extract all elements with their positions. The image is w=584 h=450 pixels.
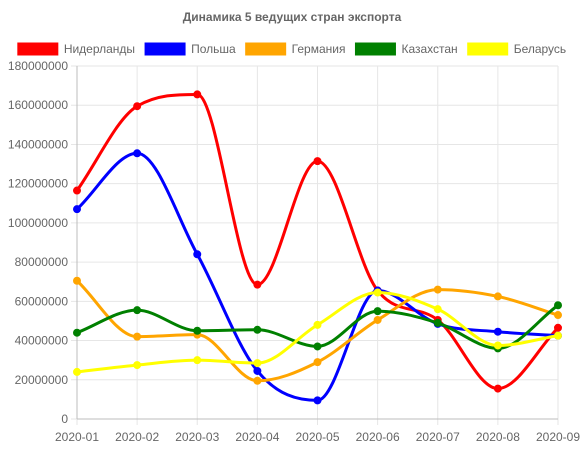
data-point[interactable] (433, 285, 442, 294)
x-tick-label: 2020-02 (115, 430, 159, 444)
data-point[interactable] (73, 328, 81, 337)
data-point[interactable] (493, 327, 502, 336)
data-point[interactable] (133, 306, 142, 315)
data-point[interactable] (253, 325, 262, 334)
data-point[interactable] (554, 311, 562, 320)
data-point[interactable] (253, 359, 262, 368)
y-axis: 0 20000000 40000000 60000000 80000000 1000000… (8, 59, 68, 426)
legend: Нидерланды Польша Германия Казахстан Беларус… (17, 42, 566, 56)
data-point[interactable] (73, 205, 81, 214)
legend-item[interactable]: Польша (144, 42, 236, 56)
x-tick-label: 2020-06 (356, 430, 400, 444)
data-point[interactable] (433, 318, 442, 327)
data-point[interactable] (253, 376, 262, 385)
data-point[interactable] (373, 315, 382, 324)
data-point[interactable] (493, 341, 502, 350)
y-tick-label: 0 (61, 412, 68, 426)
legend-swatch (245, 42, 287, 56)
data-point[interactable] (433, 305, 442, 314)
y-tick-label: 120000000 (8, 177, 68, 191)
x-tick-label: 2020-09 (536, 430, 580, 444)
series-line (75, 151, 559, 402)
x-tick-label: 2020-01 (55, 430, 99, 444)
data-point[interactable] (493, 384, 502, 393)
legend-item[interactable]: Нидерланды (17, 42, 135, 56)
data-point[interactable] (133, 332, 142, 341)
data-point[interactable] (253, 280, 262, 289)
data-point[interactable] (313, 157, 322, 166)
data-point[interactable] (193, 326, 202, 335)
legend-swatch (17, 42, 59, 56)
legend-label: Германия (292, 42, 346, 56)
data-point[interactable] (554, 323, 562, 332)
chart-title: Динамика 5 ведущих стран экспорта (183, 10, 402, 24)
legend-swatch (144, 42, 186, 56)
y-tick-label: 140000000 (8, 137, 68, 151)
legend-item[interactable]: Германия (245, 42, 346, 56)
y-tick-label: 60000000 (15, 294, 69, 308)
x-tick-label: 2020-04 (235, 430, 279, 444)
data-point[interactable] (133, 361, 142, 370)
data-point[interactable] (73, 186, 81, 195)
data-point[interactable] (373, 288, 382, 297)
data-point[interactable] (73, 276, 81, 285)
y-tick-label: 20000000 (15, 373, 69, 387)
legend-label: Польша (191, 42, 236, 56)
data-point[interactable] (554, 301, 562, 310)
data-point[interactable] (193, 356, 202, 365)
x-tick-label: 2020-05 (295, 430, 339, 444)
series-Казахстан (73, 301, 562, 353)
data-point[interactable] (193, 250, 202, 259)
y-tick-label: 100000000 (8, 216, 68, 230)
x-tick-label: 2020-07 (416, 430, 460, 444)
data-point[interactable] (313, 342, 322, 351)
y-tick-label: 160000000 (8, 98, 68, 112)
x-axis: 2020-01 2020-02 2020-03 2020-04 2020-05 2020-… (55, 430, 580, 444)
x-tick-label: 2020-03 (175, 430, 219, 444)
data-point[interactable] (253, 366, 262, 375)
legend-label: Нидерланды (64, 42, 135, 56)
legend-label: Беларусь (514, 42, 566, 56)
data-point[interactable] (373, 307, 382, 316)
legend-swatch (354, 42, 396, 56)
data-point[interactable] (493, 292, 502, 301)
data-point[interactable] (313, 358, 322, 367)
y-tick-label: 80000000 (15, 255, 69, 269)
data-point[interactable] (193, 90, 202, 99)
legend-label: Казахстан (401, 42, 457, 56)
series-layer (73, 90, 562, 405)
series-Беларусь (73, 288, 562, 376)
legend-item[interactable]: Казахстан (354, 42, 458, 56)
grid (71, 65, 559, 425)
x-tick-label: 2020-08 (476, 430, 520, 444)
y-tick-label: 40000000 (15, 334, 69, 348)
data-point[interactable] (133, 102, 142, 111)
y-tick-label: 180000000 (8, 59, 68, 73)
legend-item[interactable]: Беларусь (467, 42, 566, 56)
legend-swatch (467, 42, 509, 56)
data-point[interactable] (73, 367, 81, 376)
series-line (75, 92, 560, 391)
data-point[interactable] (313, 396, 322, 405)
data-point[interactable] (313, 320, 322, 329)
data-point[interactable] (133, 149, 142, 158)
data-point[interactable] (554, 331, 562, 340)
